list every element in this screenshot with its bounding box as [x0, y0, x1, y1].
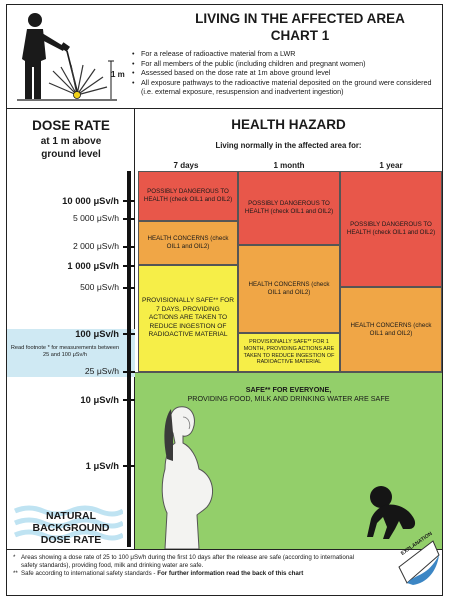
dose-label-1: 1 μSv/h — [85, 460, 119, 471]
footnote-1: * Areas showing a dose rate of 25 to 100… — [13, 554, 372, 570]
dose-rate-subtitle-line2: ground level — [41, 149, 101, 160]
footnotes: * Areas showing a dose rate of 25 to 100… — [7, 549, 442, 595]
dose-rate-subtitle-line1: at 1 m above — [40, 136, 102, 147]
safe-for-everyone-text: SAFE** FOR EVERYONE, PROVIDING FOOD, MIL… — [135, 385, 442, 403]
natural-background-line3: DOSE RATE — [40, 534, 102, 546]
dose-label-500: 500 μSv/h — [80, 282, 119, 292]
footnote-2-mark: ** — [13, 570, 18, 577]
chart-frame: 1 m LIVING IN THE AFFECTED AREA CHART 1 … — [6, 4, 443, 596]
dose-label-1000: 1 000 μSv/h — [67, 260, 119, 271]
axis-tick — [123, 371, 135, 373]
footnote-1-mark: * — [13, 554, 16, 561]
chart-header: 1 m LIVING IN THE AFFECTED AREA CHART 1 … — [7, 5, 442, 109]
axis-tick — [123, 200, 135, 202]
dose-label-2000: 2 000 μSv/h — [72, 241, 119, 251]
zone-1y-health-concerns: HEALTH CONCERNS (check OIL1 and OIL2) — [340, 287, 442, 372]
zone-7d-health-concerns: HEALTH CONCERNS (check OIL1 and OIL2) — [138, 221, 238, 265]
axis-tick — [123, 399, 135, 401]
header-bullet: Assessed based on the dose rate at 1m ab… — [131, 68, 439, 78]
dose-rate-title: DOSE RATE — [32, 118, 110, 133]
explanation-page-curl-icon[interactable] — [393, 537, 441, 587]
footnote-1-text: Areas showing a dose rate of 25 to 100 μ… — [21, 554, 355, 569]
header-bullet: All exposure pathways to the radioactive… — [131, 78, 439, 97]
dose-rate-header: DOSE RATE at 1 m above ground level — [7, 111, 135, 161]
dose-label-25: 25 μSv/h — [84, 366, 119, 376]
column-header-1-month: 1 month — [273, 161, 305, 170]
zone-1m-provisionally-safe: PROVISIONALLY SAFE** FOR 1 MONTH, PROVID… — [238, 333, 340, 372]
zone-1m-health-concerns: HEALTH CONCERNS (check OIL1 and OIL2) — [238, 245, 340, 333]
zone-1m-possibly-dangerous: POSSIBLY DANGEROUS TO HEALTH (check OIL1… — [238, 171, 340, 245]
health-hazard-subtitle: Living normally in the affected area for… — [215, 141, 362, 150]
header-bullet-list: For a release of radioactive material fr… — [131, 49, 439, 97]
axis-tick — [123, 218, 135, 220]
dose-label-10: 10 μSv/h — [80, 394, 119, 405]
zone-7d-provisionally-safe: PROVISIONALLY SAFE** FOR 7 DAYS, PROVIDI… — [138, 265, 238, 372]
zone-1y-possibly-dangerous: POSSIBLY DANGEROUS TO HEALTH (check OIL1… — [340, 171, 442, 287]
dose-rate-axis — [127, 171, 131, 547]
safe-for-everyone-line1: SAFE** FOR EVERYONE, — [245, 385, 332, 394]
axis-tick — [123, 465, 135, 467]
header-bullet: For a release of radioactive material fr… — [131, 49, 439, 59]
dose-label-100: 100 μSv/h — [75, 328, 119, 339]
axis-tick — [123, 265, 135, 267]
dose-label-10000: 10 000 μSv/h — [62, 195, 119, 206]
chart-title: LIVING IN THE AFFECTED AREA — [195, 11, 405, 26]
dose-label-5000: 5 000 μSv/h — [72, 213, 119, 223]
footnote-band — [7, 329, 135, 377]
worker-with-meter-icon — [17, 13, 117, 101]
footnote-hint: Read footnote * for measurements between… — [10, 345, 120, 358]
axis-tick — [123, 333, 135, 335]
column-header-7-days: 7 days — [173, 161, 199, 170]
column-header-1-year: 1 year — [379, 161, 403, 170]
safe-for-everyone-line2: PROVIDING FOOD, MILK AND DRINKING WATER … — [187, 394, 390, 403]
natural-background-line1: NATURAL — [46, 510, 96, 522]
footnote-2-bold: For further information read the back of… — [157, 570, 304, 577]
pregnant-woman-icon — [161, 406, 214, 549]
natural-background-label: NATURAL BACKGROUND DOSE RATE — [15, 510, 127, 546]
chart-subtitle: CHART 1 — [270, 28, 330, 43]
axis-tick — [123, 246, 135, 248]
crawling-baby-icon — [367, 486, 416, 539]
health-hazard-title: HEALTH HAZARD — [231, 117, 346, 132]
natural-background-line2: BACKGROUND — [32, 522, 110, 534]
footnote-2-text: Safe according to international safety s… — [21, 570, 158, 577]
height-label: 1 m — [111, 70, 125, 79]
background-waves-icon — [14, 505, 123, 541]
zone-7d-possibly-dangerous: POSSIBLY DANGEROUS TO HEALTH (check OIL1… — [138, 171, 238, 221]
axis-tick — [123, 287, 135, 289]
header-bullet: For all members of the public (including… — [131, 59, 439, 69]
footnote-2: ** Safe according to international safet… — [13, 570, 372, 578]
